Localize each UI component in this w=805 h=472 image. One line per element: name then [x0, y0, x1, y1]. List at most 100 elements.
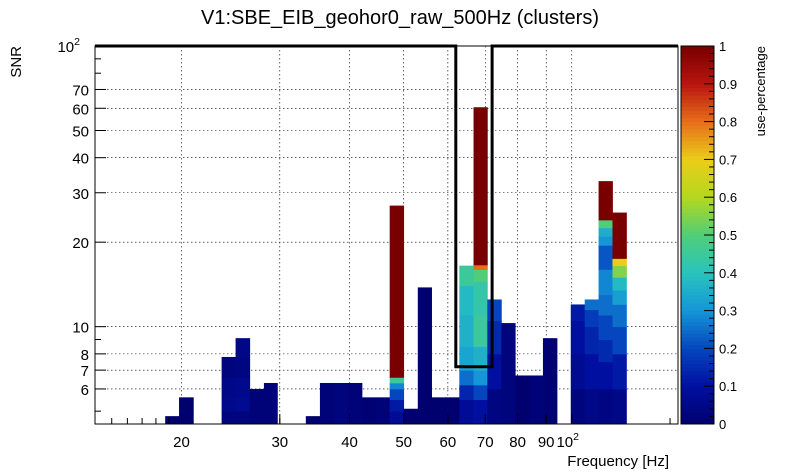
- x-tick-label: 20: [173, 434, 190, 451]
- colorbar-label: use-percentage: [753, 46, 768, 136]
- colorbar-band: [681, 53, 714, 58]
- colorbar-band: [681, 416, 714, 421]
- colorbar-band: [681, 344, 714, 349]
- colorbar: [680, 45, 715, 425]
- colorbar-band: [681, 185, 714, 191]
- heatmap-cell: [515, 375, 530, 425]
- y-tick-label: 60: [72, 101, 89, 118]
- heatmap-cell: [389, 377, 405, 384]
- y-axis-label: SNR: [8, 46, 25, 78]
- x-tick-label: 90: [538, 434, 555, 451]
- heatmap-cell: [598, 236, 613, 246]
- colorbar-band: [681, 257, 714, 262]
- heatmap-cell: [487, 299, 502, 322]
- heatmap-cell: [584, 309, 599, 328]
- colorbar-band: [681, 318, 714, 323]
- heatmap-cell: [389, 411, 405, 425]
- x-tick-label: 50: [395, 434, 412, 451]
- colorbar-band: [681, 174, 714, 179]
- colorbar-band: [681, 412, 714, 417]
- heatmap-cell: [612, 258, 627, 267]
- colorbar-ticks: 0 0.1 0.2 0.3 0.4 0.5 0.6 0.7 0.8 0.9 1: [704, 39, 737, 432]
- colorbar-band: [681, 219, 714, 225]
- colorbar-band: [681, 246, 714, 251]
- heatmap-cell: [431, 397, 446, 425]
- heatmap-cell: [221, 356, 236, 378]
- colorbar-band: [681, 276, 714, 281]
- heatmap-cell: [487, 320, 502, 355]
- colorbar-band: [681, 374, 714, 380]
- colorbar-band: [681, 420, 714, 425]
- colorbar-band: [681, 91, 714, 96]
- heatmap-cell: [389, 399, 405, 412]
- colorbar-band: [681, 140, 714, 145]
- colorbar-band: [681, 110, 714, 115]
- heatmap-cell: [319, 382, 335, 425]
- colorbar-band: [681, 269, 714, 274]
- colorbar-band: [681, 98, 714, 104]
- heatmap-cell: [612, 353, 627, 390]
- heatmap-cell: [459, 370, 474, 386]
- heatmap-cell: [235, 377, 251, 398]
- colorbar-tick-label: 0.6: [719, 190, 737, 205]
- y-tick-label: 6: [81, 382, 89, 399]
- heatmap-cell: [417, 287, 432, 425]
- heatmap-cell: [179, 397, 194, 425]
- colorbar-band: [681, 200, 714, 206]
- colorbar-band: [681, 287, 714, 293]
- x-tick-label: 60: [440, 434, 457, 451]
- x-axis-label: Frequency [Hz]: [567, 453, 669, 470]
- colorbar-band: [681, 291, 714, 296]
- heatmap-cell: [473, 107, 488, 266]
- heatmap-cell: [473, 384, 488, 400]
- y-tick-label: 8: [81, 347, 89, 364]
- heatmap-cell: [570, 320, 586, 355]
- heatmap-cell: [221, 377, 236, 398]
- colorbar-band: [681, 405, 714, 410]
- colorbar-band: [681, 166, 714, 172]
- colorbar-band: [681, 61, 714, 66]
- heatmap-cell: [235, 338, 251, 358]
- colorbar-band: [681, 151, 714, 157]
- heatmap-cell: [598, 339, 613, 363]
- heatmap-cell: [584, 388, 599, 425]
- colorbar-tick-label: 0.9: [719, 77, 737, 92]
- colorbar-band: [681, 355, 714, 361]
- heatmap-cell: [473, 315, 488, 347]
- heatmap-cell: [333, 382, 349, 425]
- heatmap-cell: [501, 323, 516, 425]
- colorbar-band: [681, 401, 714, 406]
- y-tick-label: 70: [72, 82, 89, 99]
- heatmap-cell: [598, 269, 613, 296]
- y-tick-label: 20: [72, 235, 89, 252]
- heatmap-cell: [389, 205, 405, 378]
- colorbar-tick-label: 0.1: [719, 379, 737, 394]
- colorbar-band: [681, 132, 714, 138]
- y-tick-label: 40: [72, 151, 89, 168]
- colorbar-band: [681, 235, 714, 240]
- colorbar-tick-label: 0.4: [719, 266, 737, 281]
- heatmap-cell: [375, 397, 391, 425]
- x-tick-label: 102: [556, 431, 579, 451]
- x-tick-label-exponent: 2: [573, 431, 579, 443]
- colorbar-band: [681, 363, 714, 368]
- colorbar-band: [681, 204, 714, 210]
- heatmap-cell: [598, 181, 613, 221]
- heatmap-cell: [459, 384, 474, 400]
- colorbar-band: [681, 80, 714, 85]
- colorbar-band: [681, 68, 714, 73]
- heatmap-cell: [612, 277, 627, 291]
- heatmap-cell: [612, 326, 627, 355]
- x-tick-label: 70: [477, 434, 494, 451]
- colorbar-band: [681, 284, 714, 289]
- heatmap-cell: [403, 408, 419, 425]
- colorbar-band: [681, 49, 714, 55]
- colorbar-band: [681, 382, 714, 387]
- colorbar-tick-label: 0.2: [719, 341, 737, 356]
- colorbar-band: [681, 182, 714, 187]
- colorbar-band: [681, 337, 714, 342]
- colorbar-tick-label: 0.8: [719, 115, 737, 130]
- heatmap-cell: [221, 411, 236, 425]
- heatmap-cell: [612, 212, 627, 259]
- y-tick-label: 102: [57, 36, 80, 56]
